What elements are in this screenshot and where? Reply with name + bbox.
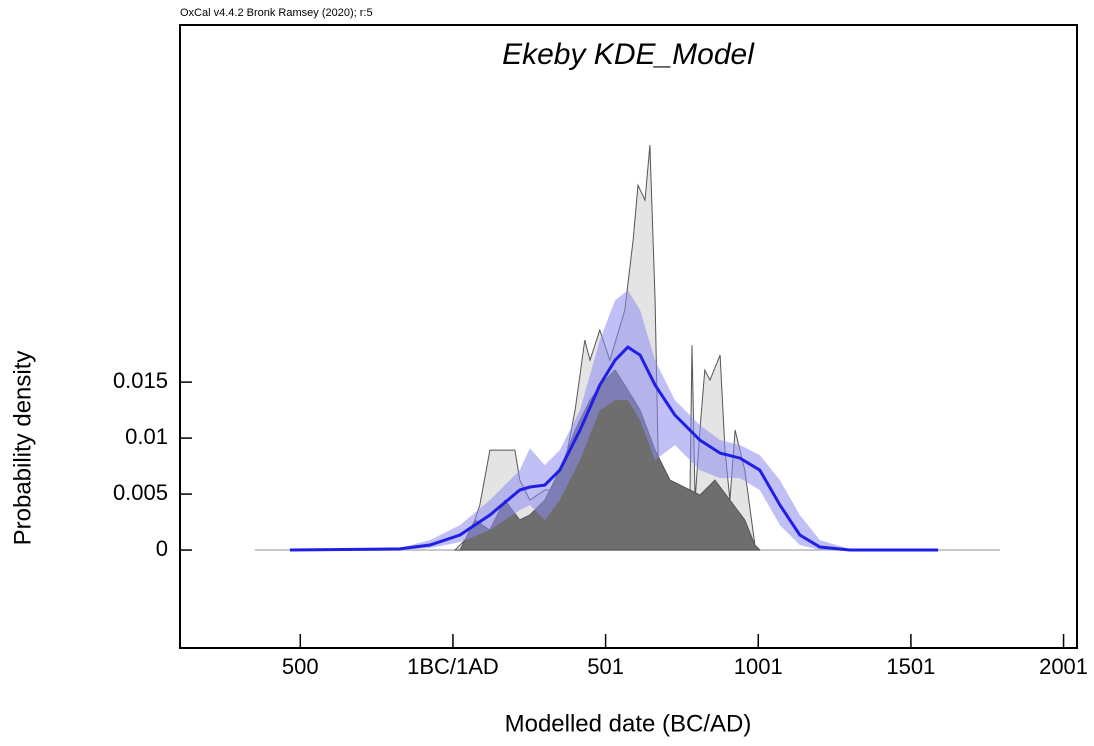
y-axis-label: Probability density [9,351,36,546]
caption: OxCal v4.4.2 Bronk Ramsey (2020); r:5 [180,7,373,19]
density-line [289,345,939,552]
x-tick-label: 2001 [1039,654,1088,679]
x-tick-label: 1501 [886,654,935,679]
x-tick-label: 1BC/1AD [407,654,499,679]
x-axis-label: Modelled date (BC/AD) [505,710,752,737]
y-tick-label: 0.005 [113,480,168,505]
x-tick-label: 1001 [734,654,783,679]
y-tick-label: 0 [156,536,168,561]
x-tick-label: 500 [282,654,319,679]
y-tick-label: 0.015 [113,368,168,393]
chart-title: Ekeby KDE_Model [502,38,755,71]
y-tick-label: 0.01 [125,424,168,449]
x-tick-label: 501 [587,654,624,679]
plot-frame [179,24,1078,649]
confidence-band [289,290,939,550]
